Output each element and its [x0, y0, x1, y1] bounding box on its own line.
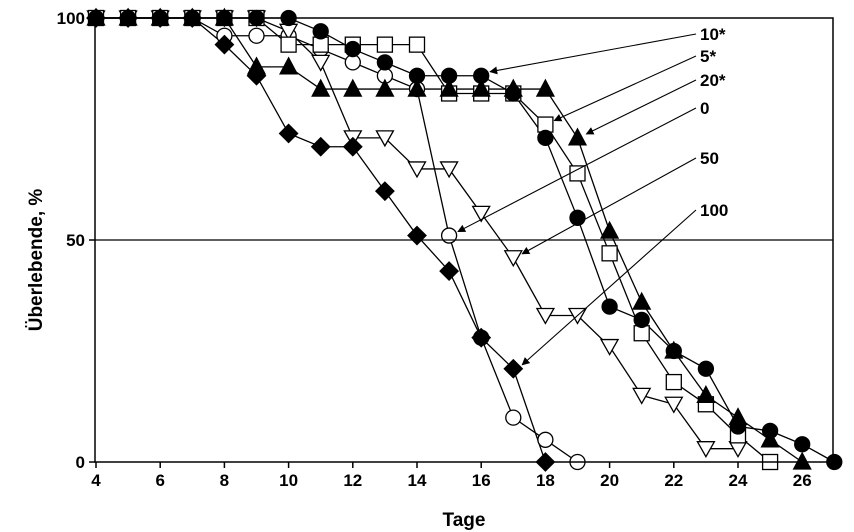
data-point-triangle	[375, 78, 395, 97]
data-point-square	[408, 36, 426, 53]
data-point-circle	[440, 227, 458, 244]
data-point-circle	[505, 85, 522, 102]
x-tick-label: 26	[793, 471, 812, 490]
data-point-circle	[408, 67, 426, 84]
data-point-square	[376, 36, 394, 53]
data-point-circle	[537, 129, 554, 147]
series-annotation-arrow	[489, 33, 697, 75]
x-tick-label: 6	[155, 471, 164, 490]
data-point-triangle-down	[471, 205, 491, 223]
y-tick-label: 50	[66, 231, 85, 250]
x-tick-label: 20	[600, 471, 619, 490]
data-point-triangle	[343, 78, 363, 97]
series-annotation-label: 10*	[700, 25, 726, 44]
data-point-triangle	[279, 56, 299, 75]
x-tick-label: 4	[91, 471, 101, 490]
data-point-triangle-down	[632, 387, 652, 405]
data-point-diamond	[471, 327, 492, 348]
data-point-triangle	[471, 78, 491, 97]
data-point-circle	[312, 23, 329, 40]
data-point-circle	[761, 422, 779, 440]
x-tick-label: 18	[536, 471, 555, 490]
data-point-circle	[633, 311, 650, 329]
x-tick-label: 8	[220, 471, 229, 490]
x-tick-label: 24	[729, 471, 748, 490]
series-annotation-arrow	[521, 157, 697, 255]
data-point-circle	[537, 431, 554, 448]
data-point-triangle-down	[696, 441, 716, 458]
series-annotation-label: 50	[700, 149, 719, 168]
data-point-circle	[248, 27, 265, 44]
data-point-circle	[665, 342, 682, 360]
data-point-triangle-down	[407, 161, 427, 179]
data-point-triangle	[535, 78, 555, 97]
series-annotation-label: 20*	[700, 71, 726, 90]
series-annotation-arrow	[553, 55, 697, 122]
x-tick-label: 10	[279, 471, 298, 490]
data-point-triangle	[600, 220, 620, 239]
data-point-circle	[505, 409, 522, 426]
data-point-diamond	[246, 65, 267, 86]
data-point-square	[280, 36, 297, 53]
y-tick-label: 0	[76, 453, 85, 472]
data-point-circle	[376, 54, 394, 71]
data-point-diamond	[310, 136, 331, 157]
y-axis-title: Überlebende, %	[26, 189, 47, 332]
data-point-diamond	[214, 34, 235, 55]
data-point-triangle	[696, 385, 716, 404]
data-point-triangle-down	[664, 396, 684, 414]
data-point-circle	[794, 436, 811, 453]
series-annotation-label: 5*	[700, 47, 716, 66]
data-point-triangle	[311, 78, 331, 97]
series-annotation-label: 0	[700, 99, 709, 118]
data-point-diamond	[503, 358, 524, 379]
x-axis-title: Tage	[443, 510, 486, 531]
data-point-triangle-down	[503, 250, 523, 268]
data-point-triangle-down	[535, 307, 556, 325]
x-tick-label: 22	[664, 471, 683, 490]
x-tick-label: 16	[472, 471, 491, 490]
data-point-triangle-down	[439, 161, 459, 179]
series-markers	[86, 7, 843, 472]
data-point-triangle	[632, 291, 652, 310]
x-tick-label: 14	[408, 471, 427, 490]
data-point-diamond	[439, 261, 460, 281]
data-point-triangle-down	[599, 338, 620, 356]
data-point-triangle-down	[375, 130, 395, 148]
data-point-triangle	[792, 451, 812, 470]
data-point-diamond	[342, 136, 363, 157]
series-annotation-arrow	[585, 79, 697, 135]
data-point-circle	[601, 298, 618, 315]
y-tick-label: 100	[57, 9, 85, 28]
data-point-circle	[473, 67, 490, 84]
series-annotation-arrow	[457, 107, 697, 233]
data-point-triangle	[439, 78, 459, 97]
series-annotation-arrow	[521, 209, 697, 366]
y-axis: 0 50 100	[57, 9, 95, 472]
data-point-circle	[344, 40, 361, 58]
data-point-circle	[729, 418, 747, 435]
data-point-triangle-down	[311, 54, 331, 72]
data-point-diamond	[278, 123, 299, 144]
data-point-triangle	[407, 78, 427, 97]
data-point-triangle	[567, 127, 588, 146]
data-point-circle	[697, 360, 715, 377]
series-annotation-label: 100	[700, 201, 728, 220]
series-annotations: 10* 5* 20* 0 50 100	[457, 25, 728, 366]
data-point-square	[569, 165, 586, 182]
data-point-square	[601, 245, 618, 262]
data-point-circle	[440, 67, 458, 84]
data-point-square	[665, 373, 682, 391]
x-axis: 4 6 8 10 12 14 16 18 20 22 24 26	[91, 462, 812, 490]
data-point-diamond	[374, 181, 395, 202]
x-tick-label: 12	[343, 471, 362, 490]
